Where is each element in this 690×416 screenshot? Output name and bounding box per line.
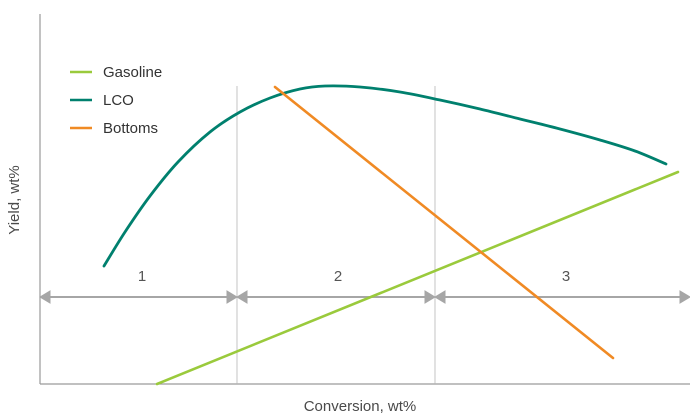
legend-label-bottoms: Bottoms (103, 120, 158, 137)
arrow-head-1-left (39, 290, 51, 304)
region-label-2: 2 (334, 268, 342, 285)
series-line-lco (102, 84, 668, 268)
legend-label-gasoline: Gasoline (103, 64, 162, 81)
region-arrows (39, 290, 690, 304)
legend-label-lco: LCO (103, 92, 134, 109)
x-axis-label: Conversion, wt% (304, 398, 417, 415)
arrow-head-2-left (236, 290, 248, 304)
y-axis-label: Yield, wt% (6, 165, 23, 234)
region-label-3: 3 (562, 268, 570, 285)
arrow-head-3-right (679, 290, 690, 304)
region-label-1: 1 (138, 268, 146, 285)
series-line-bottoms (273, 85, 615, 360)
arrow-head-2-right (424, 290, 436, 304)
legend: Gasoline LCO Bottoms (70, 64, 162, 137)
arrow-head-1-right (226, 290, 238, 304)
series-line-gasoline (155, 170, 680, 386)
arrow-head-3-left (434, 290, 446, 304)
